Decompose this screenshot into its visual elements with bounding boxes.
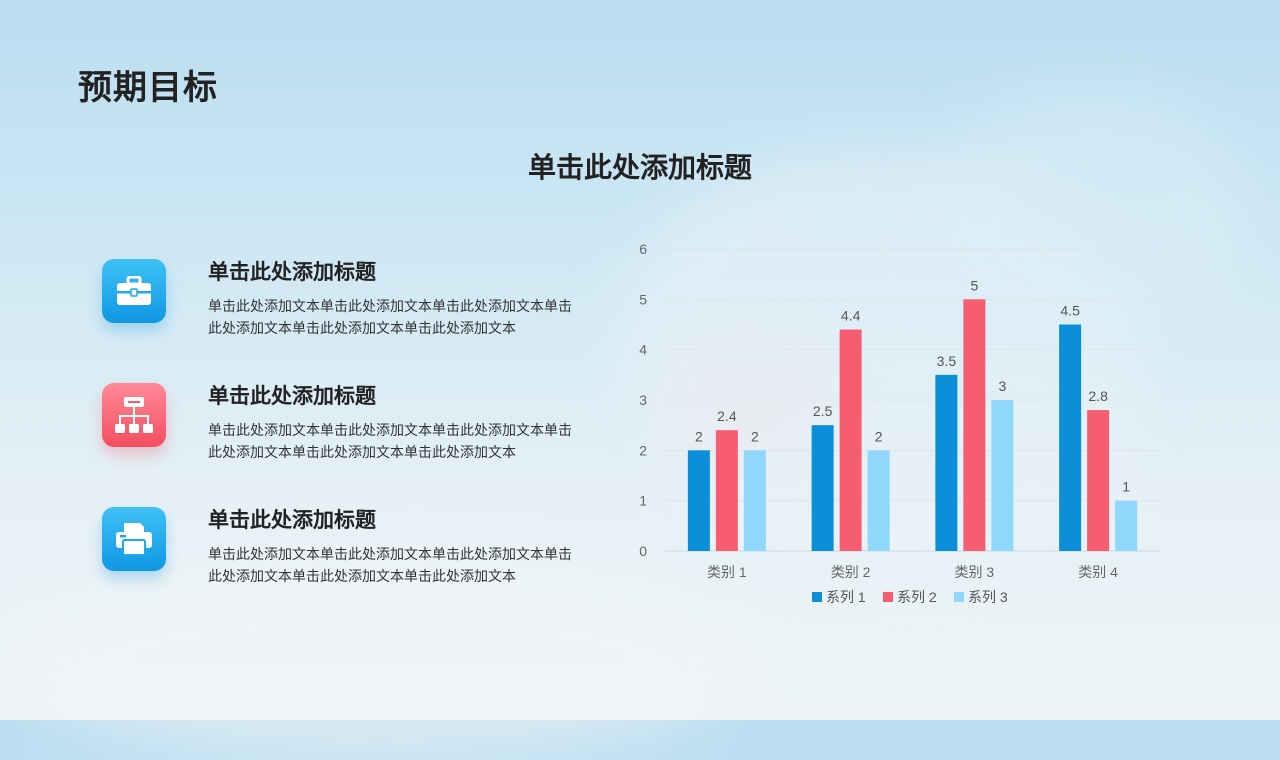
- bar: [991, 400, 1014, 551]
- y-tick-label: 5: [639, 291, 647, 307]
- x-tick-label: 类别 1: [707, 564, 747, 580]
- info-item: 单击此处添加标题 单击此处添加文本单击此处添加文本单击此处添加文本单击此处添加文…: [102, 256, 582, 366]
- data-label: 2: [875, 428, 883, 444]
- data-label: 1: [1122, 479, 1130, 495]
- item-title: 单击此处添加标题: [208, 260, 376, 284]
- info-item: 单击此处添加标题 单击此处添加文本单击此处添加文本单击此处添加文本单击此处添加文…: [102, 380, 582, 490]
- printer-icon: [102, 507, 166, 571]
- bar: [839, 329, 862, 551]
- y-tick-label: 4: [639, 342, 647, 358]
- legend-swatch: [954, 592, 964, 602]
- toolbox-icon: [102, 259, 166, 323]
- bar: [687, 450, 710, 551]
- data-label: 2: [695, 428, 703, 444]
- data-label: 4.5: [1060, 303, 1080, 319]
- x-tick-label: 类别 3: [955, 564, 995, 580]
- y-tick-label: 2: [639, 442, 647, 458]
- bar: [1087, 410, 1110, 551]
- data-label: 2: [751, 428, 759, 444]
- legend-swatch: [883, 592, 893, 602]
- y-tick-label: 0: [639, 543, 647, 559]
- y-tick-label: 3: [639, 392, 647, 408]
- page-title: 预期目标: [78, 68, 218, 108]
- y-tick-label: 6: [639, 241, 647, 257]
- data-label: 3: [998, 378, 1006, 394]
- data-label: 2.4: [717, 408, 737, 424]
- bar: [963, 299, 986, 551]
- x-tick-label: 类别 4: [1078, 564, 1118, 580]
- data-label: 5: [970, 277, 978, 293]
- bar-chart: 0 1 2 3 4 5 6 2 2.4 2 类别 1 2.5 4.4 2 类别 2 3.5 5 3 类别 3 4.5 2…: [639, 241, 1160, 605]
- item-text: 单击此处添加文本单击此处添加文本单击此处添加文本单击此处添加文本单击此处添加文本…: [208, 299, 572, 337]
- item-text: 单击此处添加文本单击此处添加文本单击此处添加文本单击此处添加文本单击此处添加文本…: [208, 547, 572, 585]
- data-label: 2.8: [1088, 388, 1108, 404]
- bar: [1059, 324, 1082, 551]
- section-title: 单击此处添加标题: [527, 151, 752, 184]
- bar: [867, 450, 890, 551]
- x-tick-label: 类别 2: [831, 564, 871, 580]
- info-item: 单击此处添加标题 单击此处添加文本单击此处添加文本单击此处添加文本单击此处添加文…: [102, 504, 582, 614]
- bar: [715, 430, 738, 551]
- legend-label: 系列 1: [826, 589, 866, 605]
- bar: [811, 425, 834, 551]
- legend-label: 系列 2: [897, 589, 937, 605]
- data-label: 4.4: [841, 308, 861, 324]
- item-text: 单击此处添加文本单击此处添加文本单击此处添加文本单击此处添加文本单击此处添加文本…: [208, 423, 572, 461]
- data-label: 2.5: [813, 403, 833, 419]
- legend-swatch: [812, 592, 822, 602]
- bar: [743, 450, 766, 551]
- y-tick-label: 1: [639, 493, 647, 509]
- data-label: 3.5: [937, 353, 957, 369]
- org-chart-icon: [102, 383, 166, 447]
- legend-label: 系列 3: [968, 589, 1008, 605]
- bar: [1115, 500, 1138, 551]
- item-title: 单击此处添加标题: [208, 508, 376, 532]
- item-title: 单击此处添加标题: [208, 384, 376, 408]
- bar: [935, 374, 958, 551]
